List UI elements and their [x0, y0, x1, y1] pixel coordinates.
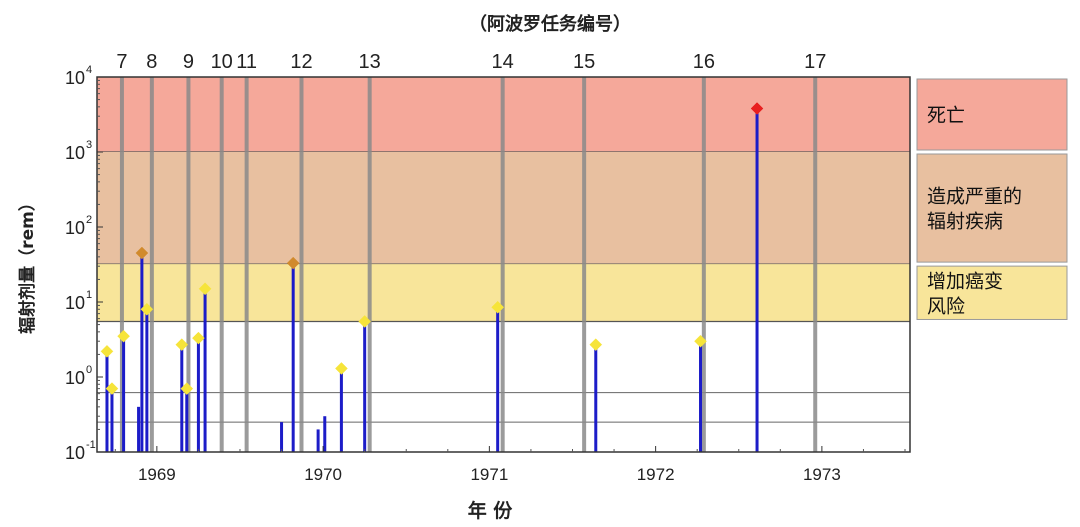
dose-marker-2 — [117, 329, 130, 343]
dose-marker-8 — [192, 331, 205, 345]
dose-bar-13 — [323, 416, 327, 452]
mission-label-16: 16 — [693, 51, 715, 73]
y-tick-label-base: 10 — [65, 368, 85, 388]
y-tick-label-base: 10 — [65, 68, 85, 88]
mission-lines — [119, 77, 818, 452]
y-tick-label-base: 10 — [65, 143, 85, 163]
zone-legend-label: 增加癌变 — [927, 270, 1003, 292]
dose-bar-16 — [496, 307, 500, 452]
dose-bar-6 — [180, 344, 184, 452]
chart-title: （阿波罗任务编号） — [469, 13, 631, 35]
dose-marker-6 — [175, 338, 189, 352]
y-tick-label-exp: 2 — [86, 214, 92, 226]
dose-marker-4 — [135, 246, 149, 260]
y-tick-label-exp: 0 — [86, 364, 92, 376]
dose-bar-5 — [145, 309, 149, 452]
y-tick-label-base: 10 — [65, 293, 85, 313]
dose-marker-0 — [100, 344, 114, 358]
x-tick-label-1970: 1970 — [304, 465, 342, 484]
zone-legend-label: 造成严重的 — [927, 186, 1022, 208]
dose-markers — [100, 102, 764, 395]
zone-legend-box-0 — [916, 78, 1068, 151]
x-axis: 1969 1970 1971 1972 1973 — [114, 446, 906, 484]
dose-bar-8 — [196, 338, 200, 452]
mission-label-14: 14 — [492, 51, 514, 73]
x-tick-label-1969: 1969 — [138, 465, 176, 484]
mission-label-7: 7 — [116, 51, 127, 73]
mission-label-8: 8 — [146, 51, 157, 73]
zone-legend-label: 风险 — [927, 295, 965, 317]
dose-bar-15 — [363, 321, 367, 452]
x-tick-label-1973: 1973 — [803, 465, 841, 484]
y-axis-label: 辐射剂量（rem） — [17, 194, 38, 334]
x-tick-label-1971: 1971 — [470, 465, 508, 484]
dose-marker-7 — [180, 382, 194, 395]
dose-marker-1 — [105, 382, 119, 395]
mission-label-11: 11 — [236, 51, 257, 73]
y-tick-label-exp: -1 — [86, 439, 96, 451]
y-tick-label-exp: 4 — [86, 64, 92, 76]
dose-bar-1 — [110, 388, 114, 452]
mission-label-15: 15 — [573, 51, 595, 73]
dose-bar-12 — [316, 429, 320, 452]
dose-bar-4 — [140, 253, 144, 452]
dose-marker-5 — [140, 302, 154, 316]
dose-bar-7 — [185, 388, 189, 452]
mission-label-17: 17 — [804, 51, 826, 73]
dose-bar-9 — [203, 288, 207, 452]
dose-marker-15 — [358, 315, 372, 328]
mission-label-12: 12 — [290, 51, 312, 73]
mission-number-labels: 7 8 9 10 11 12 13 14 15 16 17 — [116, 51, 826, 73]
dose-marker-14 — [335, 362, 348, 375]
dose-marker-19 — [750, 102, 764, 115]
x-axis-label: 年 份 — [468, 499, 514, 522]
y-tick-label-base: 10 — [65, 218, 85, 238]
dose-bar-3 — [137, 406, 141, 452]
dose-bar-17 — [594, 344, 598, 452]
y-tick-label-exp: 3 — [86, 139, 92, 151]
dose-bar-18 — [699, 341, 703, 452]
mission-label-9: 9 — [183, 51, 194, 73]
dose-marker-11 — [286, 256, 300, 270]
dose-bar-19 — [755, 108, 759, 452]
mission-label-13: 13 — [359, 51, 381, 73]
dose-marker-17 — [589, 338, 603, 352]
dose-bar-11 — [291, 263, 295, 452]
plot-frame — [96, 76, 911, 453]
x-tick-label-1972: 1972 — [637, 465, 675, 484]
dose-bar-10 — [280, 422, 284, 452]
zone-legend-label: 死亡 — [927, 105, 965, 127]
dose-marker-18 — [694, 334, 707, 348]
y-tick-label-exp: 1 — [86, 289, 92, 301]
y-tick-label-base: 10 — [65, 443, 85, 463]
dose-bar-14 — [339, 368, 343, 452]
dose-bars — [105, 108, 759, 452]
dose-bar-0 — [105, 351, 109, 452]
zone-legend-box-1 — [916, 153, 1068, 263]
mission-label-10: 10 — [211, 51, 233, 73]
zone-legend-box-2 — [916, 265, 1068, 320]
zone-legend-label: 辐射疾病 — [927, 211, 1003, 233]
dose-marker-9 — [198, 282, 212, 296]
dose-marker-16 — [491, 300, 505, 314]
dose-bar-2 — [122, 336, 126, 452]
